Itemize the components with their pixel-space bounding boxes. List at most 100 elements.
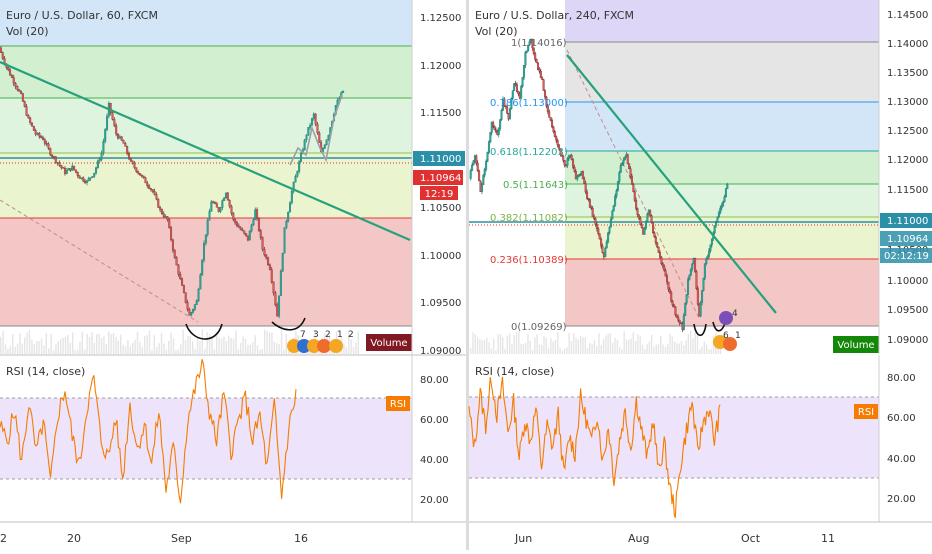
candle	[270, 269, 273, 283]
right-price-axis[interactable]: 1.14500 1.14000 1.13500 1.13000 1.12500 …	[878, 0, 932, 354]
volume-bar	[280, 329, 283, 354]
candle	[694, 258, 697, 272]
right-fib-zone-grey	[565, 42, 879, 102]
volume-bar	[100, 337, 103, 354]
candle	[709, 244, 712, 252]
left-trendline[interactable]	[0, 60, 411, 242]
volume-bar	[172, 338, 175, 354]
candle	[640, 224, 643, 228]
candle	[663, 265, 666, 271]
svg-text:1.12500: 1.12500	[887, 126, 928, 137]
right-fib-zone-green	[565, 151, 879, 184]
right-trendline[interactable]	[566, 54, 777, 314]
svg-text:1.10500: 1.10500	[420, 203, 461, 214]
volume-bar	[541, 344, 543, 354]
volume-bar	[158, 343, 160, 354]
candle	[16, 86, 19, 91]
volume-bar	[264, 329, 266, 354]
candle	[126, 146, 129, 154]
svg-text:1.11000: 1.11000	[420, 154, 461, 165]
volume-bar	[319, 349, 321, 354]
candle	[281, 252, 284, 272]
svg-text:20: 20	[67, 532, 81, 545]
candle	[545, 96, 548, 107]
volume-bar	[570, 341, 573, 354]
volume-bar	[639, 336, 641, 354]
candle	[611, 210, 614, 220]
event-count: 2	[325, 330, 331, 340]
left-rsi-pane[interactable]: RSI (14, close) RSI 80.00 60.00 40.00 20…	[0, 354, 468, 522]
candle	[87, 178, 90, 181]
volume-bar	[110, 334, 112, 354]
candle	[201, 259, 204, 275]
candle	[115, 125, 118, 135]
volume-bar	[124, 346, 127, 354]
left-price-axis[interactable]: 1.12500 1.12000 1.11500 1.10500 1.10000 …	[411, 0, 468, 357]
candle	[274, 292, 277, 306]
volume-bar	[676, 343, 678, 354]
svg-text:Sep: Sep	[171, 532, 192, 545]
right-volume-button[interactable]: Volume	[833, 336, 879, 353]
candle	[717, 212, 720, 218]
volume-bar	[91, 332, 93, 354]
candle	[685, 294, 688, 304]
candle	[511, 90, 514, 99]
candle	[74, 169, 77, 173]
candle	[525, 50, 528, 53]
candle	[480, 184, 483, 192]
right-time-axis[interactable]: Jun Aug Oct 11	[469, 521, 932, 545]
left-event-markers[interactable]: 7 3 2 1 2	[287, 330, 354, 353]
volume-bar	[543, 336, 545, 354]
left-price-pane[interactable]	[0, 0, 412, 354]
volume-bar	[79, 342, 81, 354]
right-event-markers[interactable]: 4 6 1	[713, 309, 741, 351]
right-prev-close-tag: 1.10964	[880, 231, 932, 246]
volume-bar	[600, 345, 602, 354]
candle	[246, 235, 249, 241]
volume-bar	[184, 340, 187, 354]
candle	[278, 295, 281, 317]
volume-bar	[474, 334, 476, 354]
candle	[684, 302, 687, 316]
volume-bar	[582, 337, 584, 354]
volume-bar	[180, 344, 182, 354]
candle	[584, 183, 587, 193]
left-volume-button[interactable]: Volume	[366, 334, 412, 351]
volume-bar	[216, 332, 218, 354]
volume-bar	[259, 350, 261, 354]
candle	[254, 209, 257, 220]
panel-divider[interactable]	[466, 0, 469, 550]
volume-bar	[490, 348, 492, 354]
right-price-pane[interactable]: 1(1.14016) 0.786(1.13000) 0.618(1.12203)…	[469, 0, 879, 354]
candle	[177, 264, 180, 275]
volume-bar	[175, 350, 177, 354]
candle	[494, 129, 497, 133]
candle	[245, 233, 248, 236]
candle	[549, 117, 552, 121]
volume-bar	[84, 349, 86, 354]
candle	[166, 216, 169, 220]
candle	[656, 242, 659, 248]
candle	[325, 139, 328, 146]
candle	[604, 247, 607, 258]
candle	[695, 271, 698, 289]
candle	[635, 200, 638, 209]
svg-text:1.12000: 1.12000	[887, 155, 928, 166]
candle	[548, 111, 551, 118]
left-fib-zone-blue	[0, 0, 412, 46]
candle	[720, 205, 723, 209]
candle	[210, 201, 213, 212]
left-time-axis[interactable]: 2 20 Sep 16	[0, 521, 468, 545]
volume-bar	[2, 331, 4, 354]
right-rsi-pane[interactable]: RSI (14, close) RSI 80.00 60.00 40.00 20…	[468, 355, 916, 522]
candle	[27, 115, 30, 119]
volume-bar	[278, 344, 280, 354]
volume-bar	[146, 335, 148, 354]
svg-text:60.00: 60.00	[887, 413, 916, 424]
candle	[62, 167, 65, 169]
candle	[188, 309, 191, 316]
volume-bar	[655, 344, 657, 354]
volume-bar	[276, 343, 278, 354]
volume-bar	[694, 331, 696, 354]
event-count: 3	[313, 330, 319, 340]
